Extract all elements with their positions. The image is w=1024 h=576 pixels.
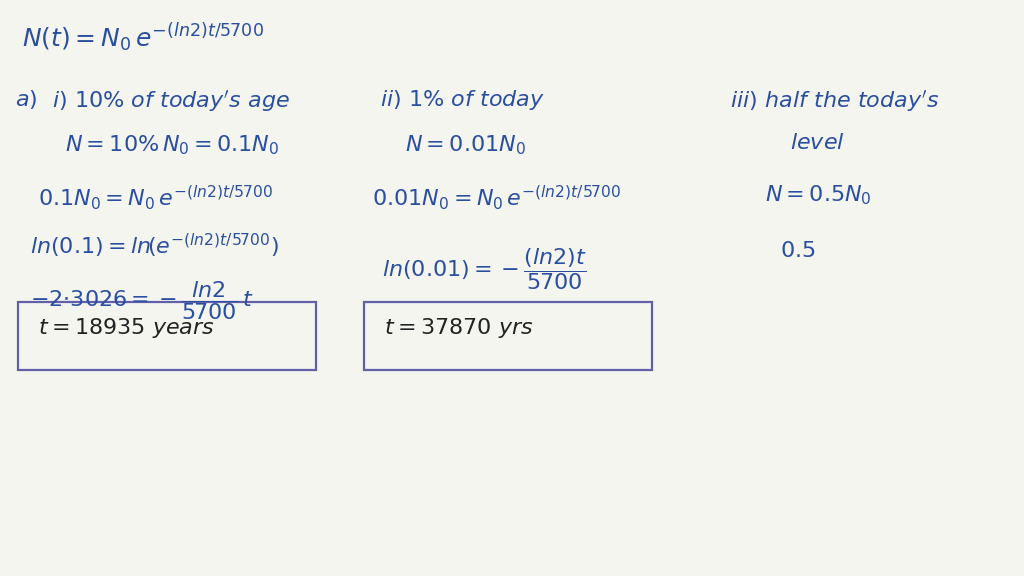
Text: $t = 37870\ yrs$: $t = 37870\ yrs$ (384, 316, 534, 340)
Text: $0.1N_0 = N_0\,e^{-(ln2)t/5700}$: $0.1N_0 = N_0\,e^{-(ln2)t/5700}$ (38, 183, 273, 212)
Text: $i)\ 10\%\ of\ today's\ age$: $i)\ 10\%\ of\ today's\ age$ (52, 88, 290, 113)
FancyBboxPatch shape (18, 302, 316, 370)
FancyBboxPatch shape (364, 302, 652, 370)
Text: $N = 0.5N_0$: $N = 0.5N_0$ (765, 183, 871, 207)
Text: $t = 18935\ years$: $t = 18935\ years$ (38, 316, 215, 340)
Text: $N = 0.01N_0$: $N = 0.01N_0$ (406, 133, 526, 157)
Text: $ii)\ 1\%\ of\ today$: $ii)\ 1\%\ of\ today$ (380, 88, 545, 112)
Text: $N = 10\%\,N_0 = 0.1N_0$: $N = 10\%\,N_0 = 0.1N_0$ (65, 133, 280, 157)
Text: $0.5$: $0.5$ (780, 241, 815, 261)
Text: $ln(0.01) = -\dfrac{(ln2)t}{5700}$: $ln(0.01) = -\dfrac{(ln2)t}{5700}$ (382, 246, 587, 292)
Text: $iii)\ half\ the\ today's$: $iii)\ half\ the\ today's$ (730, 88, 939, 113)
Text: $a)$: $a)$ (15, 88, 37, 111)
Text: $-2{\cdot}3026 = -\dfrac{ln2}{5700}\,t$: $-2{\cdot}3026 = -\dfrac{ln2}{5700}\,t$ (30, 279, 254, 322)
Text: $N(t) = N_0\,e^{-(ln2)t/5700}$: $N(t) = N_0\,e^{-(ln2)t/5700}$ (22, 21, 264, 54)
Text: $0.01N_0 = N_0\,e^{-(ln2)t/5700}$: $0.01N_0 = N_0\,e^{-(ln2)t/5700}$ (372, 183, 622, 212)
Text: $ln(0.1) = ln\!\left(e^{-(ln2)t/5700}\right)$: $ln(0.1) = ln\!\left(e^{-(ln2)t/5700}\ri… (30, 232, 279, 260)
Text: $level$: $level$ (790, 133, 845, 153)
